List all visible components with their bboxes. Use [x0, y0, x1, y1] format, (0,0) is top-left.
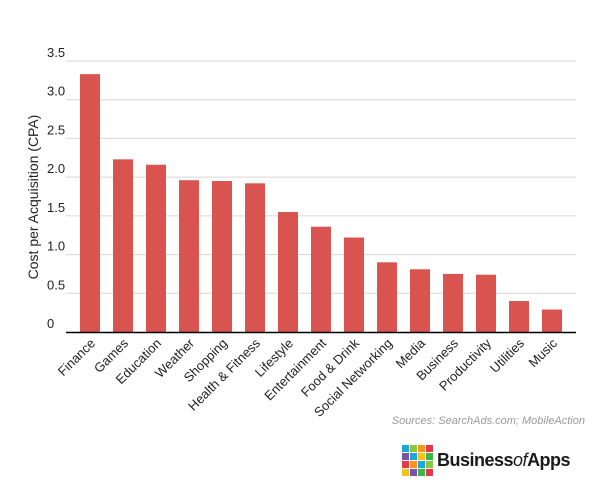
bar [113, 159, 133, 332]
bar [212, 181, 232, 332]
y-tick-label: 3.5 [47, 45, 65, 60]
logo-square [402, 453, 409, 460]
bars [80, 74, 562, 333]
logo-square [426, 469, 433, 476]
y-tick-label: 0 [47, 316, 54, 331]
x-tick-label: Finance [55, 336, 98, 379]
bar [542, 309, 562, 332]
logo-square [426, 453, 433, 460]
y-tick-label: 3.0 [47, 84, 65, 99]
logo-square [410, 469, 417, 476]
y-axis-ticks: 0 0.5 1.0 1.5 2.0 2.5 3.0 3.5 [47, 45, 65, 331]
bar [311, 226, 331, 332]
y-tick-label: 2.0 [47, 161, 65, 176]
bar [344, 237, 364, 332]
y-tick-label: 0.5 [47, 277, 65, 292]
logo-wordmark: BusinessofApps [437, 450, 571, 471]
x-tick-label: Utilities [487, 335, 528, 376]
bar [179, 180, 199, 332]
bar [278, 211, 298, 332]
y-tick-label: 2.5 [47, 122, 65, 137]
logo-mark-icon [402, 445, 433, 476]
bar [146, 164, 166, 332]
logo-word-business: Business [437, 450, 514, 470]
logo-square [402, 461, 409, 468]
logo-square [402, 469, 409, 476]
bar [410, 269, 430, 332]
logo-word-of: of [513, 450, 528, 470]
logo-square [426, 461, 433, 468]
logo-square [410, 445, 417, 452]
logo-square [418, 445, 425, 452]
logo-square [402, 445, 409, 452]
logo-square [426, 445, 433, 452]
bar [245, 183, 265, 332]
logo-square [418, 453, 425, 460]
logo-square [418, 461, 425, 468]
bar [80, 74, 100, 333]
logo-square [410, 453, 417, 460]
y-tick-label: 1.0 [47, 239, 65, 254]
businessofapps-logo: BusinessofApps [402, 445, 571, 476]
y-tick-label: 1.5 [47, 200, 65, 215]
bar [377, 262, 397, 332]
x-axis-labels: FinanceGamesEducationWeatherShoppingHeal… [55, 335, 561, 420]
bar [509, 301, 529, 332]
bar [443, 273, 463, 332]
x-tick-label: Music [526, 335, 561, 370]
bar [476, 274, 496, 332]
logo-square [418, 469, 425, 476]
logo-word-apps: Apps [527, 450, 571, 470]
y-axis-title: Cost per Acquisition (CPA) [25, 115, 41, 280]
source-note: Sources: SearchAds.com; MobileAction [391, 415, 585, 427]
logo-square [410, 461, 417, 468]
